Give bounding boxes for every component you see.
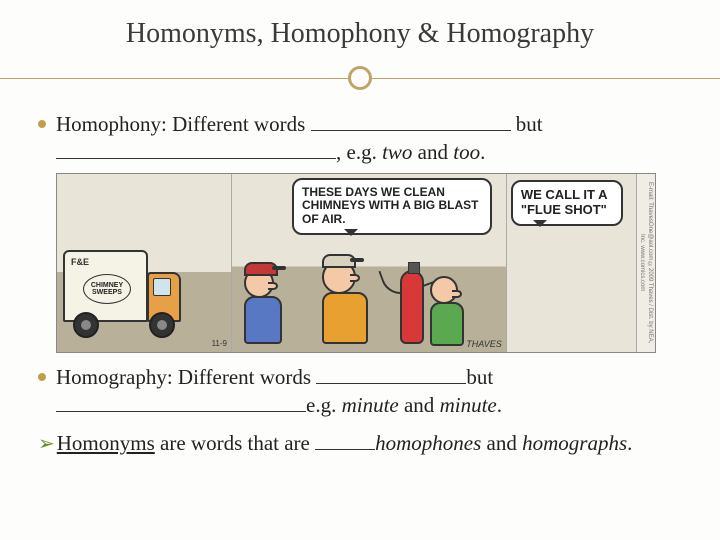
cap-icon bbox=[244, 262, 278, 276]
truck-body: F&E CHIMNEY SWEEPS bbox=[63, 250, 148, 322]
text-mid: but bbox=[466, 365, 493, 389]
text-period: . bbox=[627, 431, 632, 455]
head-icon bbox=[322, 260, 356, 294]
bullet-text: Homophony: Different words but , e.g. tw… bbox=[56, 110, 682, 167]
body-icon bbox=[244, 296, 282, 344]
bullet-icon bbox=[38, 120, 46, 128]
text-and: and bbox=[412, 140, 453, 164]
blank-field bbox=[56, 138, 336, 159]
head-icon bbox=[244, 268, 274, 298]
body-icon bbox=[430, 302, 464, 346]
title-divider bbox=[38, 66, 682, 90]
text-period: . bbox=[497, 393, 502, 417]
text-lead: Homophony: Different words bbox=[56, 112, 311, 136]
truck-icon: F&E CHIMNEY SWEEPS bbox=[63, 232, 183, 342]
slide-title: Homonyms, Homophony & Homography bbox=[38, 18, 682, 50]
bullet-text: Homography: Different words but e.g. min… bbox=[56, 363, 682, 420]
comic-panel-3: WE CALL IT A "FLUE SHOT" bbox=[507, 174, 637, 352]
text-period: . bbox=[480, 140, 485, 164]
truck-label: F&E bbox=[71, 258, 89, 268]
content-area: Homophony: Different words but , e.g. tw… bbox=[38, 110, 682, 458]
person-icon bbox=[244, 268, 282, 344]
divider-circle-icon bbox=[348, 66, 372, 90]
text-mid: but bbox=[511, 112, 543, 136]
bullet-homography: Homography: Different words but e.g. min… bbox=[38, 363, 682, 420]
text-tail: , e.g. bbox=[336, 140, 382, 164]
term-homonyms: Homonyms bbox=[57, 431, 155, 455]
body-icon bbox=[322, 292, 368, 344]
bullet-homophony: Homophony: Different words but , e.g. tw… bbox=[38, 110, 682, 167]
text-lead: Homography: Different words bbox=[56, 365, 316, 389]
speech-bubble: WE CALL IT A "FLUE SHOT" bbox=[511, 180, 623, 226]
text-mid: are words that are bbox=[155, 431, 315, 455]
wheel-icon bbox=[149, 312, 175, 338]
head-icon bbox=[430, 276, 458, 304]
person-icon bbox=[430, 276, 464, 346]
example-word: too bbox=[453, 140, 480, 164]
person-icon bbox=[322, 260, 368, 344]
blank-field bbox=[56, 391, 306, 412]
example-word: minute bbox=[440, 393, 497, 417]
comic-credits: E-mail: ThavesOne@aol.com ©2009 Thaves /… bbox=[637, 174, 655, 352]
slide: Homonyms, Homophony & Homography Homopho… bbox=[0, 0, 720, 540]
comic-date: 11-9 bbox=[212, 339, 227, 350]
text-tail: e.g. bbox=[306, 393, 342, 417]
comic-signature: THAVES bbox=[466, 338, 502, 350]
blank-field bbox=[316, 363, 466, 384]
term-homophones: homophones bbox=[375, 431, 481, 455]
wheel-icon bbox=[73, 312, 99, 338]
truck-window bbox=[153, 278, 171, 296]
tank-icon bbox=[400, 270, 424, 344]
truck-logo: CHIMNEY SWEEPS bbox=[83, 274, 131, 304]
blank-field bbox=[311, 110, 511, 131]
comic-panel-1: F&E CHIMNEY SWEEPS 11-9 bbox=[57, 174, 232, 352]
text-and: and bbox=[399, 393, 440, 417]
footer-line: ➢Homonyms are words that are homophones … bbox=[38, 429, 682, 458]
example-word: minute bbox=[342, 393, 399, 417]
term-homographs: homographs bbox=[522, 431, 627, 455]
arrow-icon: ➢ bbox=[38, 433, 55, 455]
text-and: and bbox=[481, 431, 522, 455]
speech-bubble: THESE DAYS WE CLEAN CHIMNEYS WITH A BIG … bbox=[292, 178, 492, 235]
blank-field bbox=[315, 429, 375, 450]
cap-icon bbox=[322, 254, 356, 268]
example-word: two bbox=[382, 140, 412, 164]
comic-strip: F&E CHIMNEY SWEEPS 11-9 THESE DAYS WE CL… bbox=[56, 173, 656, 353]
comic-panel-2: THESE DAYS WE CLEAN CHIMNEYS WITH A BIG … bbox=[232, 174, 507, 352]
bullet-icon bbox=[38, 373, 46, 381]
